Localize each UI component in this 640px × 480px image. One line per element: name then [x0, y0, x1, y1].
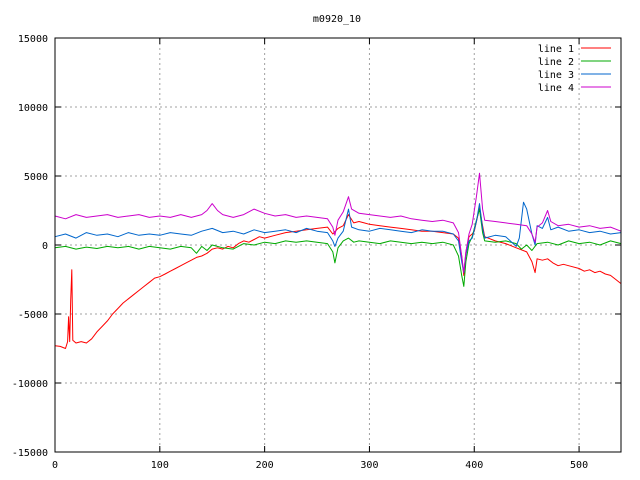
- series-line-2: [54, 208, 622, 287]
- legend-label: line 2: [538, 57, 574, 68]
- series-line-4: [54, 172, 622, 274]
- x-tick-label: 300: [360, 460, 378, 471]
- chart-title: m0920_10: [313, 14, 361, 25]
- series-line-1: [54, 207, 622, 349]
- x-tick-label: 400: [465, 460, 483, 471]
- y-tick-label: -5000: [18, 310, 48, 321]
- legend-label: line 4: [538, 83, 574, 94]
- x-tick-label: 0: [52, 460, 58, 471]
- series-group: [54, 172, 622, 349]
- legend: line 1 line 2 line 3 line 4: [538, 44, 611, 94]
- y-tick-label: 0: [42, 241, 48, 252]
- axis-ticks: 0 100 200 300 400 500 -15000 -10000 -5000 0 5000 10…: [12, 34, 621, 471]
- legend-label: line 3: [538, 70, 574, 81]
- x-tick-label: 100: [151, 460, 169, 471]
- y-tick-label: 5000: [24, 172, 48, 183]
- y-tick-label: 10000: [18, 103, 48, 114]
- plot-frame: [54, 37, 622, 453]
- y-tick-label: 15000: [18, 34, 48, 45]
- y-tick-label: -10000: [12, 379, 48, 390]
- x-tick-label: 500: [570, 460, 588, 471]
- legend-label: line 1: [538, 44, 574, 55]
- x-tick-label: 200: [256, 460, 274, 471]
- y-tick-label: -15000: [12, 448, 48, 459]
